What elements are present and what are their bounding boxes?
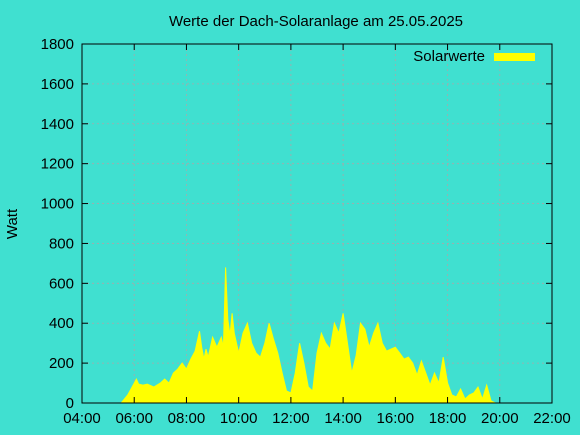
y-tick-label: 800 <box>49 235 74 252</box>
y-axis-label: Watt <box>4 208 21 239</box>
y-tick-label: 1600 <box>41 76 74 93</box>
chart-title: Werte der Dach-Solaranlage am 25.05.2025 <box>169 13 463 30</box>
y-tick-label: 0 <box>66 395 74 412</box>
legend-swatch <box>494 53 535 61</box>
x-tick-label: 22:00 <box>533 410 571 427</box>
y-tick-label: 1200 <box>41 156 74 173</box>
y-tick-label: 1000 <box>41 196 74 213</box>
x-tick-label: 18:00 <box>429 410 467 427</box>
x-tick-label: 08:00 <box>168 410 206 427</box>
series-area-solarwerte <box>120 267 522 404</box>
x-tick-labels: 04:00 06:00 08:00 10:00 12:00 14:00 16:00 18:00… <box>63 410 571 427</box>
y-tick-label: 600 <box>49 275 74 292</box>
y-tick-label: 1400 <box>41 116 74 133</box>
grid-lines <box>82 44 552 403</box>
y-tick-labels: 0 200 400 600 800 1000 1200 1400 1600 1800 <box>41 36 74 412</box>
x-tick-label: 04:00 <box>63 410 101 427</box>
x-tick-label: 14:00 <box>324 410 362 427</box>
x-tick-label: 06:00 <box>115 410 153 427</box>
x-tick-label: 12:00 <box>272 410 310 427</box>
x-tick-label: 16:00 <box>377 410 415 427</box>
plot-frame <box>81 43 553 404</box>
y-tick-label: 200 <box>49 355 74 372</box>
x-tick-label: 20:00 <box>481 410 519 427</box>
legend-label: Solarwerte <box>413 48 485 65</box>
y-tick-label: 400 <box>49 315 74 332</box>
legend: Solarwerte <box>413 48 535 65</box>
x-tick-label: 10:00 <box>220 410 258 427</box>
axis-ticks <box>81 43 553 404</box>
y-tick-label: 1800 <box>41 36 74 53</box>
